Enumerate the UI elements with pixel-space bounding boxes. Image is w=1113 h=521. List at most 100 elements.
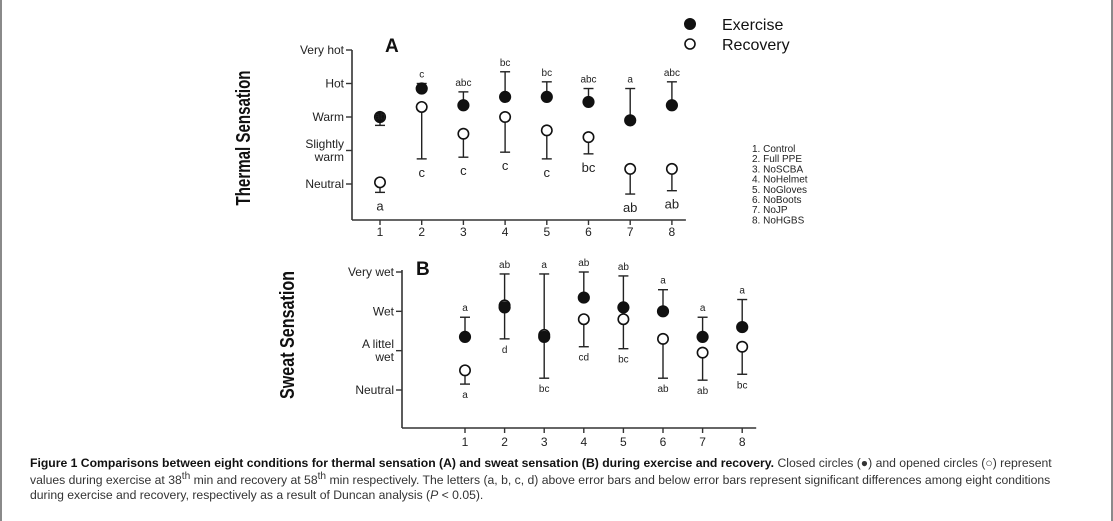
- caption-open-symbol: ○: [985, 456, 993, 470]
- exercise-letter: a: [700, 303, 706, 314]
- x-tick-label: 5: [543, 225, 550, 239]
- exercise-letter: ab: [374, 111, 386, 122]
- caption-text-3: ) represent values during exercise at 38: [30, 456, 1052, 488]
- exercise-letter: abc: [580, 75, 596, 86]
- y-tick-label: Wet: [373, 304, 395, 318]
- caption-sup-2: th: [317, 471, 327, 483]
- y-tick-label: Very hot: [300, 43, 345, 57]
- exercise-point: [415, 82, 428, 95]
- exercise-point: [499, 90, 512, 104]
- x-tick-label: 7: [699, 435, 706, 449]
- recovery-letter: ab: [623, 200, 637, 215]
- x-tick-label: 3: [541, 435, 548, 449]
- exercise-letter: a: [739, 286, 745, 297]
- recovery-letter: a: [376, 198, 384, 213]
- recovery-point: [665, 162, 678, 175]
- exercise-letter: a: [660, 276, 666, 287]
- recovery-point: [457, 127, 470, 140]
- recovery-point: [656, 332, 669, 345]
- exercise-point: [577, 291, 590, 304]
- x-tick-label: 5: [620, 435, 627, 449]
- y-tick-label: warm: [314, 150, 344, 164]
- recovery-letter: bc: [582, 160, 596, 175]
- exercise-letter: ab: [578, 258, 590, 269]
- x-tick-label: 4: [580, 435, 587, 449]
- y-axis-title: Thermal Sensation: [233, 71, 255, 206]
- recovery-point: [624, 162, 637, 175]
- caption-text-1: Closed circles (: [777, 456, 861, 470]
- condition-list-item: 4. NoHelmet: [752, 175, 808, 186]
- condition-list-item: 6. NoBoots: [752, 195, 801, 206]
- exercise-letter: ab: [618, 262, 630, 273]
- exercise-point: [540, 90, 553, 104]
- exercise-point: [665, 99, 679, 112]
- y-tick-label: Warm: [312, 110, 344, 124]
- recovery-point: [582, 131, 595, 144]
- exercise-letter: a: [462, 303, 468, 314]
- y-tick-label: Slightly: [305, 137, 344, 151]
- x-tick-label: 1: [377, 225, 384, 239]
- recovery-letter: ab: [657, 384, 669, 395]
- condition-list-item: 3. NoSCBA: [752, 164, 803, 175]
- y-tick-label: Neutral: [305, 177, 344, 191]
- x-tick-label: 6: [585, 225, 592, 239]
- exercise-point: [696, 330, 709, 343]
- exercise-point: [582, 95, 595, 109]
- y-tick-label: Neutral: [355, 383, 394, 397]
- y-axis-title: Sweat Sensation: [277, 271, 299, 399]
- exercise-point: [736, 320, 749, 334]
- recovery-letter: ab: [665, 197, 679, 212]
- exercise-letter: a: [541, 260, 547, 271]
- exercise-point: [457, 99, 470, 112]
- condition-list-item: 2. Full PPE: [752, 154, 802, 165]
- exercise-point: [617, 301, 630, 314]
- caption-label: Figure 1 Comparisons between eight condi…: [30, 456, 775, 470]
- exercise-point: [458, 330, 472, 343]
- exercise-letter: bc: [500, 58, 511, 69]
- condition-list-item: 7. NoJP: [752, 205, 788, 216]
- x-tick-label: 2: [418, 225, 425, 239]
- recovery-letter: bc: [618, 355, 629, 366]
- x-tick-label: 1: [462, 435, 469, 449]
- condition-list-item: 1. Control: [752, 144, 795, 155]
- exercise-point: [624, 114, 637, 127]
- exercise-letter: abc: [664, 68, 680, 79]
- caption-text-6: < 0.05).: [438, 487, 484, 502]
- recovery-point: [696, 346, 709, 359]
- recovery-letter: cd: [579, 353, 590, 364]
- recovery-point: [577, 313, 590, 326]
- caption-text-4: min and recovery at 58: [190, 473, 318, 488]
- recovery-letter: c: [460, 163, 467, 178]
- caption-sup-1: th: [181, 471, 191, 483]
- x-tick-label: 4: [502, 225, 509, 239]
- recovery-letter: c: [544, 165, 551, 180]
- exercise-point: [373, 110, 387, 124]
- panel-label: B: [416, 259, 430, 280]
- recovery-letter: d: [502, 345, 508, 356]
- legend-exercise-marker: [684, 18, 696, 30]
- exercise-letter: bc: [542, 68, 553, 79]
- recovery-point: [499, 111, 512, 124]
- exercise-letter: c: [419, 70, 424, 81]
- legend-recovery-label: Recovery: [722, 37, 790, 54]
- caption-text-5: min respectively. The letters (a, b, c, …: [30, 473, 1051, 502]
- recovery-point: [373, 176, 386, 189]
- recovery-point: [617, 313, 630, 326]
- exercise-letter: abc: [455, 78, 471, 89]
- recovery-letter: a: [462, 390, 468, 401]
- panel-label: A: [385, 36, 399, 57]
- x-tick-label: 8: [669, 225, 676, 239]
- recovery-point: [736, 340, 749, 353]
- recovery-point: [540, 124, 553, 137]
- condition-list-item: 8. NoHGBS: [752, 215, 805, 226]
- x-tick-label: 3: [460, 225, 467, 239]
- y-tick-label: Hot: [325, 77, 344, 91]
- recovery-point: [415, 100, 428, 113]
- y-tick-label: Very wet: [348, 265, 395, 279]
- legend-exercise-label: Exercise: [722, 17, 783, 34]
- x-tick-label: 2: [501, 435, 508, 449]
- figure-caption: Figure 1 Comparisons between eight condi…: [30, 456, 1070, 502]
- x-tick-label: 8: [739, 435, 746, 449]
- recovery-letter: ab: [697, 386, 709, 397]
